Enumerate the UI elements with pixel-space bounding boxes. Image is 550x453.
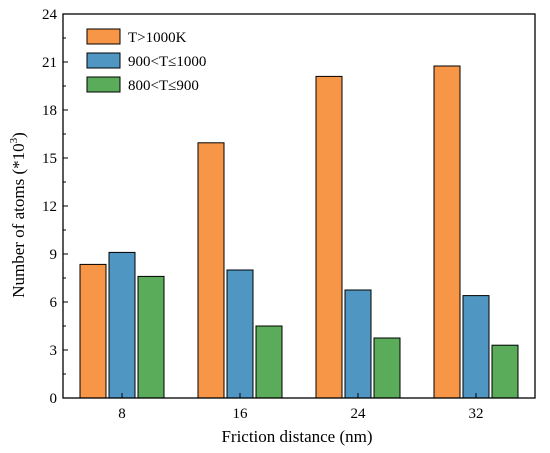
bar bbox=[79, 263, 107, 399]
bar bbox=[373, 337, 401, 399]
y-axis-label: Number of atoms (*103) bbox=[8, 132, 28, 298]
y-axis-label-superscript: 3 bbox=[8, 137, 20, 143]
legend-swatch bbox=[86, 76, 121, 93]
y-tick-label: 18 bbox=[42, 103, 57, 119]
bar bbox=[491, 344, 519, 399]
bar bbox=[137, 275, 165, 399]
legend-label: 900<T≤1000 bbox=[128, 54, 206, 70]
x-tick-label: 16 bbox=[233, 406, 249, 422]
legend-swatch bbox=[86, 52, 121, 69]
y-axis-label-main: Number of atoms (*10 bbox=[9, 143, 28, 297]
y-tick-label: 6 bbox=[50, 295, 58, 311]
legend-label: T>1000K bbox=[128, 30, 187, 46]
ticks-layer: 0 3 6 9 12 15 18 21 24 8 16 24 32 bbox=[42, 7, 484, 422]
y-tick-label: 21 bbox=[42, 55, 57, 71]
bar bbox=[433, 65, 461, 399]
x-tick-label: 24 bbox=[351, 406, 367, 422]
legend-label: 800<T≤900 bbox=[128, 78, 199, 94]
bar bbox=[108, 251, 136, 399]
y-tick-label: 0 bbox=[50, 391, 58, 407]
bar bbox=[226, 269, 254, 399]
bar bbox=[197, 142, 225, 399]
y-tick-label: 9 bbox=[50, 247, 58, 263]
bar bbox=[315, 75, 343, 399]
y-tick-label: 3 bbox=[50, 343, 58, 359]
bars-layer bbox=[79, 65, 519, 399]
x-tick-label: 32 bbox=[469, 406, 484, 422]
legend: T>1000K 900<T≤1000 800<T≤900 bbox=[86, 28, 206, 94]
legend-swatch bbox=[86, 28, 121, 45]
bar bbox=[255, 325, 283, 399]
bar bbox=[462, 295, 490, 399]
bar bbox=[344, 289, 372, 399]
x-tick-label: 8 bbox=[118, 406, 126, 422]
y-tick-label: 15 bbox=[42, 151, 57, 167]
y-tick-label: 24 bbox=[42, 7, 58, 23]
y-tick-label: 12 bbox=[42, 199, 57, 215]
y-axis-label-close: ) bbox=[9, 132, 28, 138]
x-axis-label: Friction distance (nm) bbox=[221, 427, 372, 446]
